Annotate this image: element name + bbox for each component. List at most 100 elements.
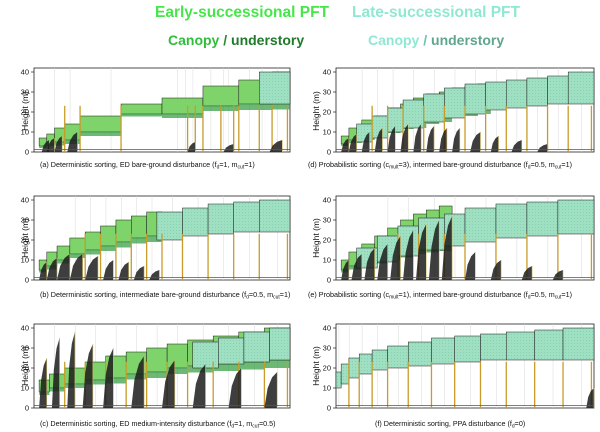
regrowth-spike xyxy=(470,132,481,152)
y-tick-label: 30 xyxy=(323,216,331,225)
y-tick-label: 20 xyxy=(323,108,331,117)
late-cohort xyxy=(534,329,564,361)
regrowth-spike xyxy=(57,254,70,280)
early-cohort xyxy=(84,231,101,251)
regrowth-spike xyxy=(85,256,98,280)
legend-early-title: Early-successional PFT xyxy=(155,4,330,21)
early-cohort xyxy=(146,347,168,373)
regrowth-spike xyxy=(413,124,422,152)
regrowth-spike xyxy=(264,372,278,408)
legend-early-canopy: Canopy xyxy=(168,32,220,48)
regrowth-spike xyxy=(54,136,63,152)
y-tick-label: 0 xyxy=(327,148,331,157)
chart-d: 0 10 20 30 40 xyxy=(323,68,595,157)
legend-early-sep: / xyxy=(219,32,232,48)
caption-b: (b) Deterministic sorting, intermediate … xyxy=(40,290,291,301)
early-cohort xyxy=(100,225,117,247)
caption-c: (c) Deterministic sorting, ED medium-int… xyxy=(40,419,276,430)
early-understory xyxy=(238,104,273,110)
y-tick-label: 30 xyxy=(323,88,331,97)
late-cohort xyxy=(387,345,409,369)
regrowth-spike xyxy=(39,358,47,408)
y-tick-label: 20 xyxy=(21,364,29,373)
regrowth-spike xyxy=(41,140,50,152)
y-tick-label: 10 xyxy=(21,256,29,265)
caption-a: (a) Deterministic sorting, ED bare-groun… xyxy=(40,160,255,171)
early-understory xyxy=(121,114,162,117)
late-cohort xyxy=(431,337,455,365)
legend-early-understory: understory xyxy=(231,32,305,48)
late-cohort xyxy=(547,75,569,105)
ylabel-d: Height (m) xyxy=(311,91,321,131)
early-understory xyxy=(162,114,203,118)
early-cohort xyxy=(120,103,163,115)
caption-d: (d) Probabilistic sorting (cmult=3), int… xyxy=(308,160,573,171)
y-tick-label: 40 xyxy=(21,324,29,333)
late-cohort xyxy=(567,71,595,105)
early-understory xyxy=(39,146,47,148)
late-cohort xyxy=(269,327,291,361)
y-tick-label: 30 xyxy=(21,216,29,225)
early-understory xyxy=(85,380,106,385)
late-cohort xyxy=(402,99,424,129)
caption-e: (e) Probabilistic sorting (cmult=1), int… xyxy=(308,290,573,301)
legend-late-canopy: Canopy xyxy=(368,32,420,48)
regrowth-spike xyxy=(46,138,55,152)
early-understory xyxy=(167,368,188,374)
late-cohort xyxy=(526,201,559,237)
late-cohort xyxy=(464,83,486,115)
chart-f: 0 10 20 30 40 xyxy=(323,323,595,413)
late-cohort xyxy=(340,363,350,385)
late-cohort xyxy=(464,207,497,243)
regrowth-spike xyxy=(51,338,60,408)
early-cohort xyxy=(161,97,204,115)
regrowth-spike xyxy=(452,128,460,152)
regrowth-spike xyxy=(511,140,522,152)
y-tick-label: 10 xyxy=(323,128,331,137)
early-understory xyxy=(264,360,290,368)
regrowth-spike xyxy=(46,258,58,280)
regrowth-spike xyxy=(361,132,370,152)
regrowth-spike xyxy=(162,360,175,408)
y-tick-label: 0 xyxy=(25,404,29,413)
regrowth-spike xyxy=(341,260,349,280)
regrowth-spike xyxy=(439,128,447,152)
early-understory xyxy=(238,362,265,370)
early-understory xyxy=(80,132,122,136)
late-cohort xyxy=(182,207,209,237)
early-understory xyxy=(100,246,116,251)
regrowth-spike xyxy=(403,230,414,280)
y-tick-label: 40 xyxy=(323,324,331,333)
early-cohort xyxy=(79,115,122,133)
y-tick-label: 20 xyxy=(323,364,331,373)
late-cohort xyxy=(407,341,432,367)
y-tick-label: 30 xyxy=(323,344,331,353)
regrowth-spike xyxy=(387,126,396,152)
early-understory xyxy=(187,366,214,373)
y-tick-label: 0 xyxy=(25,276,29,285)
y-tick-label: 10 xyxy=(21,384,29,393)
y-tick-label: 0 xyxy=(25,148,29,157)
chart-e: 0 10 20 30 40 xyxy=(323,195,595,285)
regrowth-spike xyxy=(133,266,145,280)
regrowth-spike xyxy=(426,126,435,152)
early-understory xyxy=(439,116,453,122)
early-understory xyxy=(131,238,147,244)
regrowth-spike xyxy=(364,248,375,280)
early-cohort xyxy=(202,85,240,107)
regrowth-spike xyxy=(341,138,349,152)
regrowth-spike xyxy=(351,254,362,280)
regrowth-spike xyxy=(521,266,533,280)
regrowth-spike xyxy=(441,216,453,280)
early-understory xyxy=(146,372,168,378)
late-cohort xyxy=(562,327,595,361)
late-cohort xyxy=(218,337,245,365)
legend-late-title: Late-successional PFT xyxy=(352,4,520,21)
late-cohort xyxy=(335,371,342,389)
early-cohort xyxy=(131,215,147,239)
y-tick-label: 20 xyxy=(21,108,29,117)
y-tick-label: 30 xyxy=(21,88,29,97)
y-tick-label: 40 xyxy=(21,196,29,205)
late-cohort xyxy=(192,341,219,369)
chart-c: 0 10 20 30 40 xyxy=(21,323,291,413)
